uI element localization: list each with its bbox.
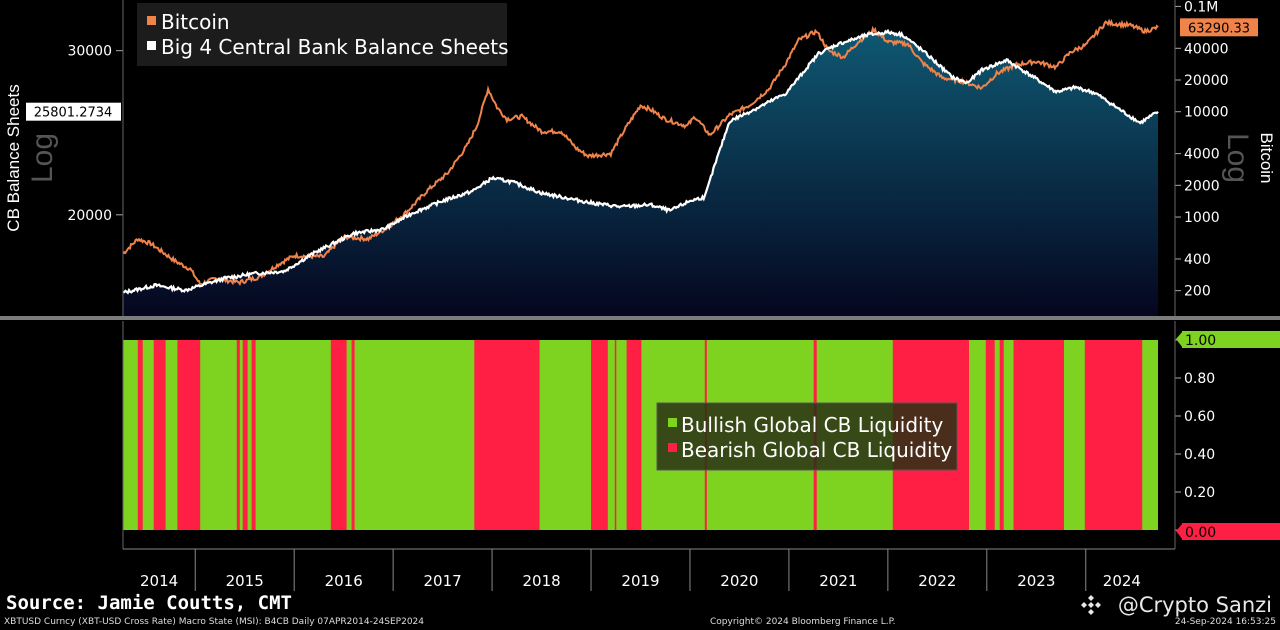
lower-tick-label: 0.80 — [1184, 371, 1215, 387]
left-axis-log-note: Log — [26, 133, 59, 183]
bearish-regime-bar — [177, 340, 201, 530]
legend-label-bitcoin: Bitcoin — [161, 10, 230, 34]
right-tick-label: 0.1M — [1184, 0, 1218, 15]
x-tick-label: 2020 — [720, 572, 758, 590]
upper-legend: Bitcoin Big 4 Central Bank Balance Sheet… — [137, 3, 509, 66]
lower-tick-label: 0.40 — [1184, 447, 1215, 463]
x-tick-label: 2019 — [621, 572, 659, 590]
x-tick-label: 2024 — [1103, 572, 1141, 590]
lower-current-value-badges: 1.00 0.00 — [1176, 331, 1280, 541]
right-current-value-badge: 63290.33 — [1180, 18, 1258, 37]
bearish-regime-bar — [236, 340, 240, 530]
lower-legend-box — [656, 402, 958, 471]
bearish-regime-bar — [474, 340, 540, 530]
bearish-regime-bar — [614, 340, 617, 530]
bearish-regime-bar — [999, 340, 1004, 530]
x-tick-label: 2014 — [140, 572, 178, 590]
badge-one-rect — [1182, 331, 1280, 348]
balance-sheet-line — [122, 28, 1159, 295]
bearish-regime-bar — [985, 340, 995, 530]
lower-legend: Bullish Global CB Liquidity Bearish Glob… — [656, 402, 958, 471]
right-tick-label: 1000 — [1184, 210, 1220, 226]
legend-label-bearish: Bearish Global CB Liquidity — [681, 438, 952, 462]
x-tick-label: 2023 — [1017, 572, 1055, 590]
right-tick-label: 40000 — [1184, 41, 1229, 57]
legend-swatch-bearish — [668, 443, 677, 452]
right-axis-ticks: 0.1M 40000 20000 10000 4000 2000 1000 400 200 — [1175, 0, 1229, 300]
lower-axis-ticks: 0.80 0.60 0.40 0.20 — [1175, 339, 1215, 531]
bearish-regime-bar — [351, 340, 355, 530]
badge-one-value: 1.00 — [1185, 333, 1216, 349]
right-current-value: 63290.33 — [1188, 21, 1250, 36]
x-axis-background — [123, 549, 1175, 591]
bearish-regime-bar — [1084, 340, 1143, 530]
left-axis-ticks: 30000 20000 — [67, 44, 123, 224]
bearish-regime-bar — [137, 340, 143, 530]
x-axis-ticks: 2014 2015 2016 2017 2018 2019 2020 2021 2022 2023… — [140, 549, 1141, 591]
right-tick-label: 2000 — [1184, 178, 1220, 194]
legend-label-bullish: Bullish Global CB Liquidity — [681, 413, 943, 437]
binance-logo-icon — [1081, 595, 1101, 615]
badge-zero-rect — [1182, 523, 1280, 540]
left-axis-title: CB Balance Sheets — [4, 84, 23, 231]
legend-swatch-bullish — [668, 418, 677, 427]
right-axis-log-note: Log — [1221, 133, 1254, 183]
right-tick-label: 200 — [1184, 284, 1211, 300]
badge-one-arrow — [1176, 331, 1183, 348]
x-tick-label: 2021 — [819, 572, 857, 590]
x-tick-label: 2018 — [523, 572, 561, 590]
left-current-value: 25801.2734 — [34, 106, 113, 121]
bearish-regime-bar — [1013, 340, 1064, 530]
copyright-text: Copyright© 2024 Bloomberg Finance L.P. — [710, 617, 896, 627]
liquidity-regime-bars — [123, 340, 1158, 530]
panel-divider — [0, 316, 1280, 320]
left-tick-label: 30000 — [67, 44, 112, 60]
bearish-regime-bar — [251, 340, 256, 530]
upper-legend-box — [137, 3, 507, 66]
left-tick-label: 20000 — [67, 208, 112, 224]
lower-tick-label: 0.60 — [1184, 409, 1215, 425]
lower-panel: 0.80 0.60 0.40 0.20 1.00 0.00 Bullish Globa… — [122, 321, 1280, 549]
right-tick-label: 400 — [1184, 252, 1211, 268]
bitcoin-line — [122, 18, 1159, 286]
legend-swatch-balance — [147, 41, 156, 50]
left-current-value-badge: 25801.2734 — [26, 102, 121, 121]
timestamp: 24-Sep-2024 16:53:25 — [1174, 617, 1276, 627]
legend-label-balance: Big 4 Central Bank Balance Sheets — [161, 35, 509, 59]
x-tick-label: 2015 — [226, 572, 264, 590]
balance-sheet-area — [123, 30, 1158, 319]
bearish-regime-bar — [330, 340, 347, 530]
x-tick-label: 2017 — [424, 572, 462, 590]
ticker-line: XBTUSD Curncy (XBT-USD Cross Rate) Macro… — [4, 617, 425, 627]
right-tick-label: 4000 — [1184, 147, 1220, 163]
right-tick-label: 10000 — [1184, 105, 1229, 121]
bearish-regime-bar — [626, 340, 642, 530]
badge-zero-value: 0.00 — [1185, 525, 1216, 541]
watermark-handle: @Crypto Sanzi — [1117, 593, 1272, 617]
bearish-regime-bar — [242, 340, 248, 530]
bearish-regime-bar — [153, 340, 166, 530]
right-axis-title: Bitcoin — [1257, 132, 1276, 183]
x-tick-label: 2016 — [325, 572, 363, 590]
x-axis: 2014 2015 2016 2017 2018 2019 2020 2021 2022 2023… — [123, 548, 1175, 591]
upper-panel: 30000 20000 0.1M 40000 20000 10000 4000 2000 10… — [4, 0, 1276, 319]
source-credit: Source: Jamie Coutts, CMT — [6, 592, 292, 614]
right-tick-label: 20000 — [1184, 73, 1229, 89]
badge-zero-arrow — [1176, 523, 1183, 540]
legend-swatch-bitcoin — [147, 16, 156, 25]
bearish-regime-bar — [591, 340, 608, 530]
x-tick-label: 2022 — [918, 572, 956, 590]
lower-tick-label: 0.20 — [1184, 485, 1215, 501]
